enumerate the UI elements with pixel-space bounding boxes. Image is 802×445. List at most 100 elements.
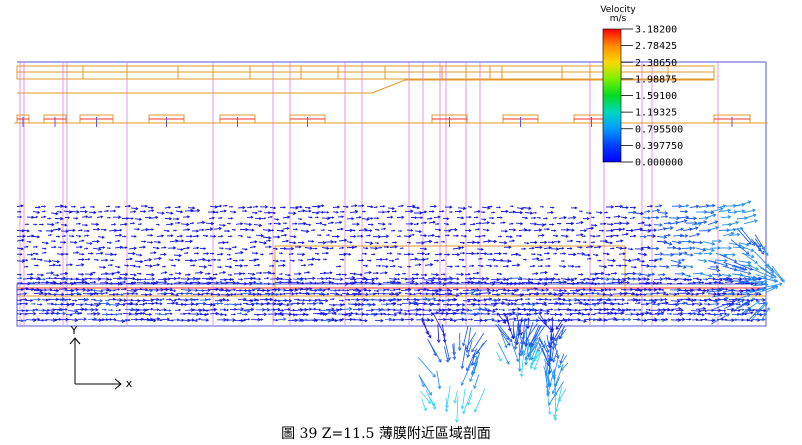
velocity-vector <box>404 293 412 295</box>
velocity-vector-head <box>193 264 196 267</box>
velocity-vector-head <box>498 206 502 209</box>
velocity-vector <box>412 206 420 209</box>
velocity-vector-head <box>672 245 677 250</box>
velocity-vector-head <box>360 234 364 238</box>
velocity-vector-head <box>763 308 767 313</box>
velocity-vector <box>692 289 701 291</box>
velocity-vector-head <box>375 277 379 280</box>
velocity-vector-head <box>371 223 374 226</box>
velocity-vector <box>709 303 719 305</box>
velocity-vector-head <box>132 222 136 225</box>
velocity-vector <box>721 273 731 277</box>
velocity-vector <box>622 282 630 284</box>
velocity-vector-head <box>338 265 342 268</box>
velocity-vector <box>455 318 465 321</box>
velocity-vector-head <box>515 252 519 256</box>
velocity-vector-head <box>115 303 120 307</box>
velocity-vector <box>243 223 252 226</box>
velocity-vector <box>198 265 207 268</box>
velocity-vector-head <box>135 312 139 316</box>
velocity-vector <box>470 289 480 291</box>
velocity-vector <box>95 290 103 292</box>
velocity-vector <box>176 248 183 251</box>
velocity-vector <box>423 279 434 281</box>
velocity-vector-head <box>284 222 288 225</box>
velocity-vector-head <box>765 252 769 256</box>
velocity-vector <box>277 264 285 267</box>
velocity-vector <box>745 288 765 295</box>
velocity-vector-head <box>723 309 727 312</box>
velocity-vector <box>582 313 590 316</box>
velocity-vector-head <box>701 281 705 284</box>
velocity-vector <box>75 264 84 267</box>
velocity-vector-head <box>75 299 78 302</box>
velocity-vector-head <box>151 209 155 212</box>
velocity-vector-head <box>624 246 628 250</box>
velocity-vector <box>711 273 722 276</box>
velocity-vector-head <box>196 252 200 255</box>
velocity-vector <box>454 312 464 314</box>
velocity-vector-head <box>543 301 547 306</box>
velocity-vector-head <box>409 265 412 268</box>
velocity-vector-head <box>701 313 705 317</box>
velocity-vector <box>363 271 372 274</box>
velocity-vector-head <box>244 209 248 213</box>
velocity-vector-head <box>472 276 476 280</box>
velocity-vector-head <box>199 270 204 275</box>
velocity-vector <box>432 312 446 337</box>
velocity-vector <box>341 292 349 295</box>
velocity-vector <box>229 211 236 213</box>
velocity-vector-head <box>541 233 545 237</box>
velocity-vector-head <box>408 234 412 238</box>
velocity-vector-head <box>149 264 153 268</box>
velocity-vector-head <box>386 245 390 249</box>
velocity-vector <box>350 205 357 207</box>
velocity-vector-head <box>558 398 562 403</box>
velocity-vector <box>249 246 256 248</box>
velocity-vector-head <box>393 229 396 232</box>
velocity-vector <box>598 265 607 268</box>
velocity-vector-head <box>96 311 101 316</box>
velocity-vector-head <box>295 313 299 316</box>
velocity-vector-head <box>119 245 124 249</box>
velocity-vector-head <box>221 302 224 305</box>
velocity-vector <box>545 371 549 397</box>
velocity-vector <box>637 252 647 256</box>
velocity-vector <box>722 265 738 271</box>
velocity-vector <box>201 277 212 279</box>
velocity-vector-head <box>318 308 322 312</box>
velocity-vector <box>217 242 225 244</box>
velocity-vector-head <box>573 252 577 257</box>
velocity-vector <box>64 289 74 292</box>
velocity-vector-head <box>572 291 576 295</box>
velocity-vector <box>365 279 375 281</box>
velocity-vector-head <box>520 278 523 281</box>
velocity-vector <box>575 234 583 236</box>
velocity-vector-head <box>506 360 510 365</box>
velocity-vector-head <box>50 233 53 236</box>
velocity-vector-head <box>224 313 228 317</box>
velocity-vector <box>135 318 144 321</box>
velocity-vector <box>143 259 152 262</box>
velocity-vector-head <box>469 378 473 383</box>
velocity-vector <box>145 273 154 276</box>
velocity-vector-head <box>580 246 583 249</box>
velocity-vector <box>751 302 768 321</box>
velocity-vector-head <box>516 288 520 292</box>
velocity-vector <box>464 282 474 284</box>
velocity-vector <box>286 303 293 305</box>
velocity-vector <box>670 300 680 302</box>
velocity-vector-head <box>83 317 87 321</box>
velocity-vector <box>249 277 256 279</box>
velocity-vector-head <box>354 204 358 208</box>
velocity-vector-head <box>93 210 97 215</box>
velocity-vector <box>369 247 378 249</box>
velocity-vector-head <box>124 272 129 277</box>
velocity-vector-head <box>758 278 761 281</box>
velocity-vector-head <box>206 312 210 316</box>
legend-tick-label: 2.38650 <box>635 58 677 69</box>
velocity-vector-head <box>580 210 583 213</box>
velocity-vector <box>304 247 313 249</box>
velocity-vector-head <box>27 281 31 286</box>
velocity-vector <box>449 294 459 296</box>
